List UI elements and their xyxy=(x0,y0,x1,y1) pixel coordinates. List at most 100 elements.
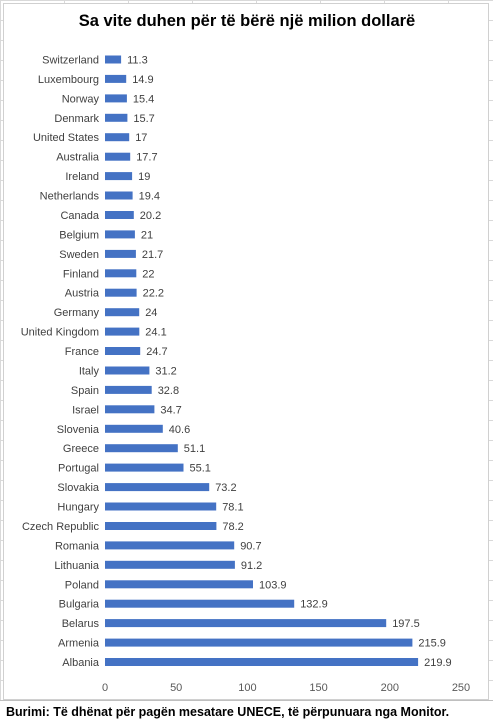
category-label: Bulgaria xyxy=(59,599,100,611)
category-label: Denmark xyxy=(54,113,99,125)
category-label: Ireland xyxy=(65,171,99,183)
bar xyxy=(105,347,141,355)
category-label: United Kingdom xyxy=(21,327,99,339)
data-label: 103.9 xyxy=(259,579,287,591)
category-label: Germany xyxy=(54,307,100,319)
category-label: Romania xyxy=(55,540,100,552)
bar xyxy=(105,385,152,394)
bar xyxy=(105,152,131,161)
data-label: 31.2 xyxy=(155,366,176,378)
x-tick-label: 50 xyxy=(170,682,182,694)
bar xyxy=(105,211,134,219)
bar xyxy=(105,619,387,628)
data-label: 21 xyxy=(141,229,153,241)
data-label: 32.8 xyxy=(158,385,179,397)
bar xyxy=(105,288,137,297)
bar xyxy=(105,580,253,589)
bar xyxy=(105,463,184,472)
category-label: Switzerland xyxy=(42,55,99,67)
category-label: Lithuania xyxy=(54,560,100,572)
category-label: France xyxy=(65,346,99,358)
category-label: Finland xyxy=(63,268,99,280)
category-label: Sweden xyxy=(59,249,99,261)
source-note: Burimi: Të dhënat për pagën mesatare UNE… xyxy=(0,700,493,728)
category-label: United States xyxy=(33,132,100,144)
bar xyxy=(105,483,210,492)
category-label: Portugal xyxy=(58,463,99,475)
data-label: 19 xyxy=(138,171,150,183)
category-label: Israel xyxy=(72,404,99,416)
bar xyxy=(105,269,137,278)
category-label: Czech Republic xyxy=(22,521,100,533)
data-label: 91.2 xyxy=(241,560,262,572)
data-label: 22.2 xyxy=(143,288,164,300)
data-label: 24.7 xyxy=(146,346,167,358)
data-label: 132.9 xyxy=(300,599,328,611)
data-label: 19.4 xyxy=(139,191,160,203)
data-label: 24 xyxy=(145,307,157,319)
category-label: Netherlands xyxy=(40,191,100,203)
bar xyxy=(105,502,217,511)
x-tick-label: 200 xyxy=(381,682,399,694)
data-label: 55.1 xyxy=(190,463,211,475)
data-label: 17 xyxy=(135,132,147,144)
bar xyxy=(105,599,295,608)
data-label: 34.7 xyxy=(160,404,181,416)
category-label: Slovakia xyxy=(57,482,99,494)
bar xyxy=(105,172,133,181)
bar xyxy=(105,560,235,569)
bar xyxy=(105,230,135,239)
data-label: 14.9 xyxy=(132,74,153,86)
category-label: Armenia xyxy=(58,638,100,650)
chart-area[interactable]: Sa vite duhen për të bërë një milion dol… xyxy=(3,3,489,700)
category-label: Greece xyxy=(63,443,99,455)
bar xyxy=(105,405,155,414)
category-label: Norway xyxy=(62,93,100,105)
x-tick-label: 100 xyxy=(238,682,256,694)
data-label: 11.3 xyxy=(127,55,148,67)
category-label: Poland xyxy=(65,579,99,591)
category-label: Belgium xyxy=(59,229,99,241)
bar xyxy=(105,74,127,83)
bar xyxy=(105,133,130,142)
data-label: 22 xyxy=(142,268,154,280)
bar xyxy=(105,444,178,453)
category-label: Australia xyxy=(56,152,100,164)
category-label: Luxembourg xyxy=(38,74,99,86)
bar xyxy=(105,522,217,530)
bar-chart: Switzerland 11.3 Luxembourg 14.9 Norway 15.4 D… xyxy=(21,55,470,695)
data-label: 40.6 xyxy=(169,424,190,436)
data-label: 15.7 xyxy=(133,113,154,125)
data-label: 17.7 xyxy=(136,152,157,164)
data-label: 24.1 xyxy=(145,327,166,339)
category-label: Spain xyxy=(71,385,99,397)
data-label: 219.9 xyxy=(424,657,452,669)
bar xyxy=(105,113,128,122)
data-label: 20.2 xyxy=(140,210,161,222)
bar xyxy=(105,249,136,258)
bar xyxy=(105,94,127,103)
data-label: 51.1 xyxy=(184,443,205,455)
data-label: 215.9 xyxy=(418,638,446,650)
bar xyxy=(105,366,150,375)
data-label: 197.5 xyxy=(392,618,420,630)
chart-title: Sa vite duhen për të bërë një milion dol… xyxy=(78,12,416,30)
data-label: 78.1 xyxy=(222,502,243,514)
x-tick-label: 150 xyxy=(309,682,327,694)
data-label: 90.7 xyxy=(240,540,261,552)
category-label: Austria xyxy=(65,288,100,300)
category-label: Albania xyxy=(62,657,100,669)
category-label: Hungary xyxy=(57,502,99,514)
bar xyxy=(105,308,140,317)
bar xyxy=(105,541,235,550)
category-label: Italy xyxy=(79,366,100,378)
data-label: 78.2 xyxy=(222,521,243,533)
x-tick-label: 250 xyxy=(452,682,470,694)
data-label: 15.4 xyxy=(133,93,154,105)
bar xyxy=(105,658,419,666)
bar xyxy=(105,424,163,433)
data-label: 73.2 xyxy=(215,482,236,494)
bar xyxy=(105,327,140,336)
bar xyxy=(105,638,413,647)
data-label: 21.7 xyxy=(142,249,163,261)
